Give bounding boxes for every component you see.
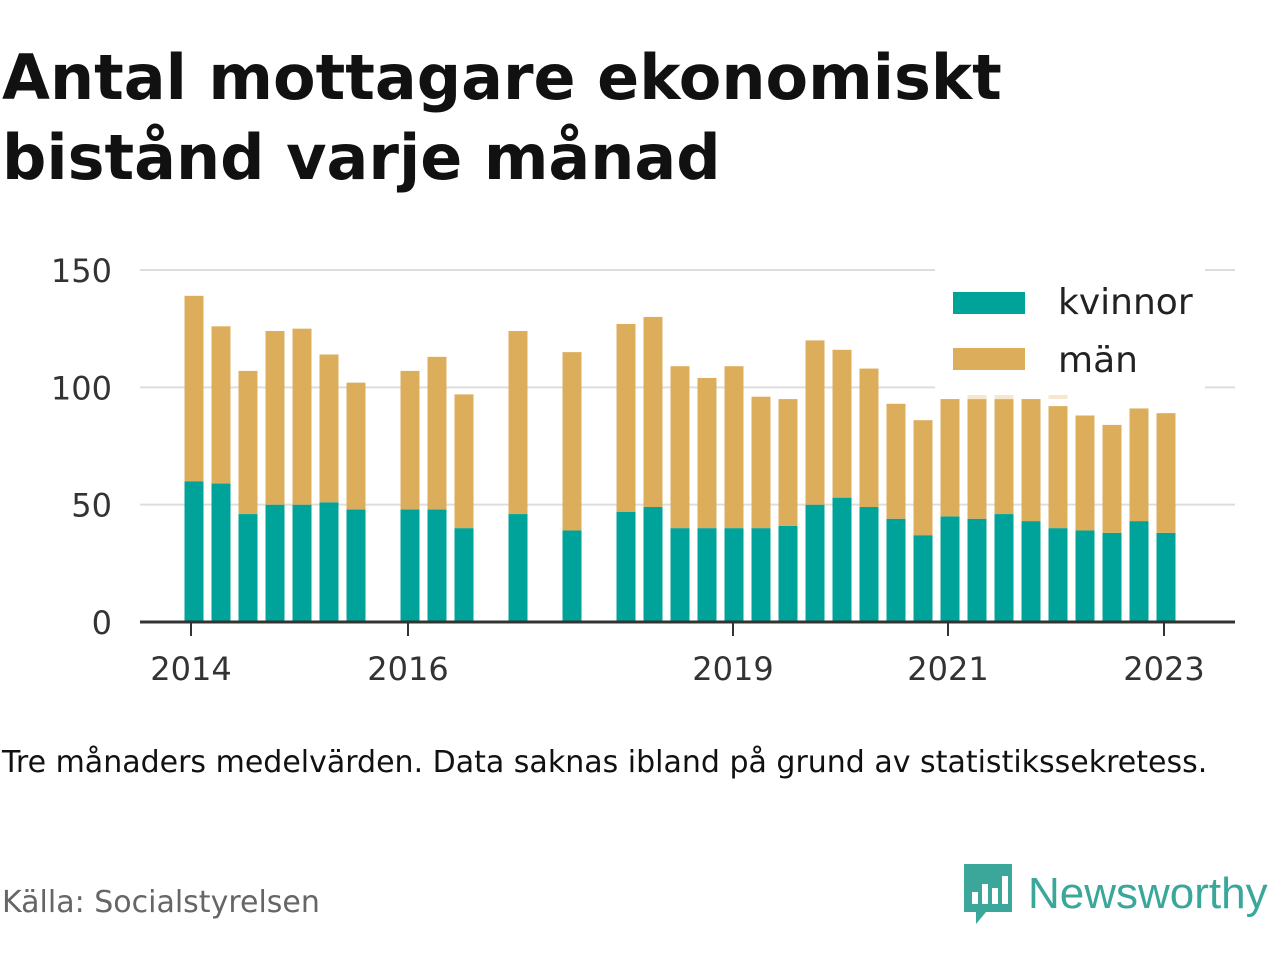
bar-kvinnor-2021-07 — [967, 518, 987, 622]
bars — [184, 295, 1176, 622]
x-tick-label-2023: 2023 — [1123, 650, 1204, 688]
chart-note: Tre månaders medelvärden. Data saknas ib… — [2, 745, 1208, 780]
chart-title: Antal mottagare ekonomiskt bistånd varje… — [2, 41, 1002, 194]
bar-man-2019-04 — [724, 366, 744, 529]
bar-kvinnor-2020-01 — [805, 504, 825, 622]
bar-kvinnor-2021-01 — [913, 535, 933, 622]
bar-man-2019-01 — [697, 377, 717, 529]
bar-kvinnor-2022-10 — [1102, 532, 1122, 622]
bar-kvinnor-2015-07 — [319, 502, 339, 622]
source-text: Källa: Socialstyrelsen — [2, 885, 320, 920]
bar-man-2020-01 — [805, 340, 825, 505]
x-tick-label-2014: 2014 — [150, 650, 231, 688]
bar-kvinnor-2014-10 — [238, 514, 258, 622]
bar-kvinnor-2019-04 — [724, 528, 744, 622]
brand-name: Newsworthy — [1028, 869, 1268, 918]
bar-kvinnor-2017-04 — [508, 514, 528, 622]
bar-man-2022-10 — [1102, 424, 1122, 533]
bar-man-2022-07 — [1075, 415, 1095, 531]
bar-man-2021-04 — [940, 399, 960, 517]
bar-man-2019-10 — [778, 399, 798, 526]
bar-man-2021-10 — [994, 399, 1014, 515]
bar-kvinnor-2023-01 — [1129, 521, 1149, 622]
bar-man-2021-01 — [913, 420, 933, 536]
bar-man-2023-04 — [1156, 413, 1176, 533]
bar-man-2018-04 — [616, 323, 636, 512]
bar-kvinnor-2018-07 — [643, 507, 663, 622]
bar-kvinnor-2016-04 — [400, 509, 420, 622]
legend: kvinnor män — [935, 265, 1205, 395]
bar-man-2016-04 — [400, 370, 420, 510]
bar-kvinnor-2022-04 — [1048, 528, 1068, 622]
legend-swatch-man — [953, 348, 1025, 370]
bar-man-2023-01 — [1129, 408, 1149, 522]
bar-man-2019-07 — [751, 396, 771, 529]
y-tick-label-150: 150 — [51, 252, 112, 290]
bar-man-2022-04 — [1048, 406, 1068, 529]
bar-kvinnor-2019-01 — [697, 528, 717, 622]
bar-kvinnor-2019-10 — [778, 525, 798, 622]
bar-kvinnor-2018-04 — [616, 511, 636, 622]
y-tick-label-100: 100 — [51, 369, 112, 407]
x-tick-label-2016: 2016 — [367, 650, 448, 688]
bar-kvinnor-2016-10 — [454, 528, 474, 622]
bar-man-2014-10 — [238, 370, 258, 515]
bar-kvinnor-2019-07 — [751, 528, 771, 622]
y-tick-label-0: 0 — [92, 604, 112, 642]
legend-label-kvinnor: kvinnor — [1058, 282, 1193, 323]
bar-kvinnor-2021-04 — [940, 516, 960, 622]
bar-man-2015-07 — [319, 354, 339, 503]
bar-man-2015-01 — [265, 331, 285, 505]
bar-kvinnor-2015-01 — [265, 504, 285, 622]
bar-man-2016-07 — [427, 356, 447, 510]
y-axis-labels: 0 50 100 150 — [51, 252, 112, 642]
bar-man-2014-04 — [184, 295, 204, 482]
x-tick-label-2019: 2019 — [692, 650, 773, 688]
x-tick-label-2021: 2021 — [907, 650, 988, 688]
bar-kvinnor-2015-04 — [292, 504, 312, 622]
bar-man-2021-07 — [967, 399, 987, 519]
bar-man-2017-04 — [508, 331, 528, 515]
bar-kvinnor-2017-10 — [562, 530, 582, 622]
bar-kvinnor-2022-01 — [1021, 521, 1041, 622]
legend-swatch-kvinnor — [953, 292, 1025, 314]
legend-background — [935, 265, 1205, 395]
bar-kvinnor-2023-04 — [1156, 532, 1176, 622]
bar-kvinnor-2020-04 — [832, 497, 852, 622]
bar-man-2014-07 — [211, 326, 231, 484]
bar-man-2015-10 — [346, 382, 366, 510]
bar-man-2020-10 — [886, 403, 906, 519]
bar-kvinnor-2014-04 — [184, 481, 204, 622]
bar-man-2020-04 — [832, 349, 852, 498]
bar-kvinnor-2016-07 — [427, 509, 447, 622]
bar-man-2020-07 — [859, 368, 879, 508]
bar-kvinnor-2018-10 — [670, 528, 690, 622]
brand-logo: Newsworthy — [962, 862, 1268, 926]
bar-kvinnor-2014-07 — [211, 483, 231, 622]
bar-kvinnor-2022-07 — [1075, 530, 1095, 622]
bar-kvinnor-2020-10 — [886, 518, 906, 622]
bar-man-2015-04 — [292, 328, 312, 505]
legend-label-man: män — [1058, 340, 1138, 381]
bar-man-2016-10 — [454, 394, 474, 529]
bar-kvinnor-2020-07 — [859, 507, 879, 622]
bar-man-2018-07 — [643, 316, 663, 508]
bar-kvinnor-2015-10 — [346, 509, 366, 622]
bar-man-2018-10 — [670, 366, 690, 529]
newsworthy-logo-icon — [964, 864, 1012, 924]
bar-man-2022-01 — [1021, 399, 1041, 522]
x-axis: 2014 2016 2019 2021 2023 — [140, 620, 1235, 688]
bar-man-2017-10 — [562, 352, 582, 531]
y-tick-label-50: 50 — [71, 487, 112, 525]
bar-kvinnor-2021-10 — [994, 514, 1014, 622]
